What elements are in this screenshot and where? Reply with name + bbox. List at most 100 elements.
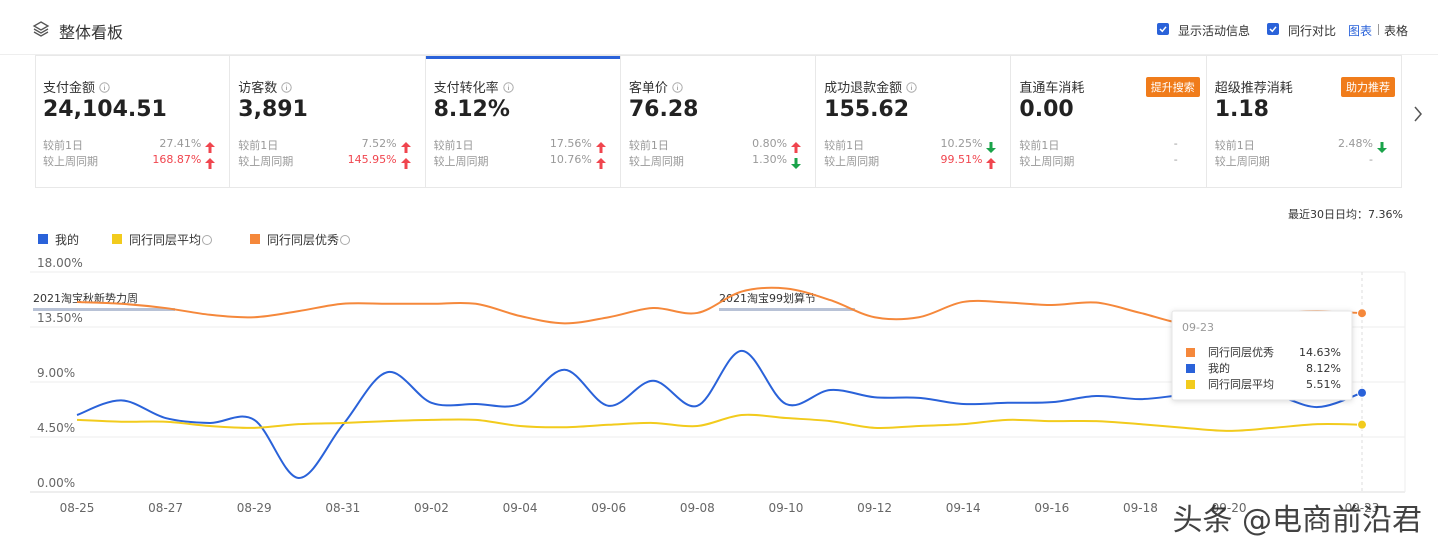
trend-arrow (791, 154, 802, 169)
compare-label: 较上周同期 (1019, 155, 1075, 168)
metric-card[interactable]: 访客数 3,891 较前1日 7.52% 较上周同期 145.95% (230, 55, 426, 188)
trend-arrow (205, 154, 216, 169)
y-tick-label: 18.00% (37, 256, 83, 270)
y-tick-label: 9.00% (37, 366, 75, 380)
compare-label: 较上周同期 (238, 155, 294, 168)
trend-arrow (205, 138, 216, 153)
trend-arrow (791, 138, 802, 153)
compare-value: 168.87% (152, 153, 202, 166)
compare-label: 较前1日 (1214, 139, 1255, 152)
trend-arrow (400, 138, 411, 153)
x-tick-label: 09-23 (1345, 501, 1380, 515)
tooltip-name: 我的 (1208, 361, 1230, 375)
tooltip-title: 09-23 (1182, 321, 1214, 334)
info-icon (202, 235, 213, 245)
y-tick-label: 13.50% (37, 311, 83, 325)
metric-title: 成功退款金额 (824, 77, 917, 96)
metric-value: 8.12% (433, 97, 510, 122)
metric-title: 支付金额 (43, 77, 110, 96)
tooltip-value: 5.51% (1306, 378, 1341, 391)
x-tick-label: 09-06 (591, 501, 626, 515)
x-tick-label: 09-08 (680, 501, 715, 515)
compare-label: 较前1日 (238, 139, 279, 152)
compare-value: - (1173, 137, 1178, 150)
metric-value: 24,104.51 (43, 97, 167, 122)
checkbox-label[interactable]: 同行对比 (1288, 24, 1337, 38)
x-tick-label: 09-20 (1212, 501, 1247, 515)
x-tick-label: 09-10 (769, 501, 804, 515)
metric-cards: 支付金额 24,104.51 较前1日 27.41% 较上周同期 168.87% 访客数 3,… (35, 0, 1402, 190)
compare-label: 较前1日 (628, 139, 669, 152)
compare-label: 较前1日 (43, 139, 83, 152)
tooltip-name: 同行同层优秀 (1208, 346, 1274, 359)
metric-value: 0.00 (1019, 97, 1074, 122)
metric-value: 155.62 (824, 97, 910, 122)
legend-swatch (38, 234, 48, 244)
end-point (1357, 387, 1367, 398)
metric-title: 支付转化率 (434, 77, 514, 96)
annotation-label: 2021淘宝99划算节 (719, 291, 816, 305)
metric-card[interactable]: 客单价 76.28 较前1日 0.80% 较上周同期 1.30% (621, 55, 817, 188)
legend-label: 同行同层平均 (129, 233, 201, 247)
compare-label: 较前1日 (433, 139, 474, 152)
checkbox-label[interactable]: 显示活动信息 (1178, 24, 1251, 38)
metric-badge[interactable]: 助力推荐 (1340, 77, 1395, 97)
compare-value: - (1173, 153, 1178, 166)
compare-value: 145.95% (347, 153, 397, 166)
separator (1378, 24, 1379, 35)
metric-card[interactable]: 支付金额 24,104.51 较前1日 27.41% 较上周同期 168.87% (35, 55, 231, 188)
x-tick-label: 09-02 (414, 501, 449, 515)
metric-title: 超级推荐消耗 (1214, 81, 1293, 96)
metric-badge[interactable]: 提升搜索 (1145, 77, 1200, 97)
metric-title: 访客数 (238, 77, 292, 96)
metric-card[interactable]: 超级推荐消耗 助力推荐 1.18 较前1日 2.48% 较上周同期 - (1207, 55, 1402, 188)
tooltip-swatch (1186, 348, 1195, 357)
compare-value: 10.76% (549, 153, 592, 166)
page-title: 整体看板 (59, 23, 124, 42)
tooltip-box (1171, 310, 1353, 401)
end-point (1357, 308, 1367, 319)
trend-arrow (595, 154, 606, 169)
x-tick-label: 09-12 (857, 501, 892, 515)
tooltip-value: 8.12% (1306, 362, 1341, 375)
checkbox[interactable] (1267, 23, 1279, 35)
divider (0, 54, 1438, 55)
x-tick-label: 09-16 (1034, 501, 1069, 515)
y-tick-label: 0.00% (37, 476, 75, 490)
checkbox[interactable] (1157, 23, 1169, 35)
metric-card[interactable]: 直通车消耗 提升搜索 0.00 较前1日 - 较上周同期 - (1011, 55, 1207, 188)
tooltip-name: 同行同层平均 (1208, 378, 1274, 391)
active-bar (425, 55, 620, 59)
x-tick-label: 08-31 (325, 501, 360, 515)
subtitle: 最近30日日均：7.36% (1288, 208, 1403, 221)
metric-card[interactable]: 成功退款金额 155.62 较前1日 10.25% 较上周同期 99.51% (816, 55, 1012, 188)
metric-title: 直通车消耗 (1019, 81, 1085, 96)
compare-label: 较上周同期 (1214, 155, 1270, 168)
layers-icon (32, 21, 50, 37)
end-point (1357, 419, 1367, 430)
next-arrow[interactable] (1411, 104, 1425, 124)
tooltip-swatch (1186, 380, 1195, 389)
view-tab[interactable]: 图表 (1348, 24, 1373, 38)
view-tab[interactable]: 表格 (1384, 24, 1409, 38)
compare-label: 较前1日 (824, 139, 865, 152)
compare-value: 10.25% (940, 137, 983, 150)
x-tick-label: 08-25 (60, 501, 95, 515)
watermark: 头条 @电商前沿君 (1172, 503, 1422, 538)
tooltip-swatch (1186, 364, 1195, 373)
metric-value: 3,891 (238, 97, 308, 122)
legend-swatch (112, 234, 122, 244)
compare-label: 较上周同期 (628, 155, 684, 168)
series-line (76, 286, 1363, 325)
compare-label: 较上周同期 (43, 155, 98, 168)
x-tick-label: 09-14 (946, 501, 981, 515)
x-tick-label: 08-29 (237, 501, 272, 515)
compare-label: 较上周同期 (824, 155, 880, 168)
metric-value: 76.28 (628, 97, 699, 122)
trend-arrow (1376, 138, 1387, 153)
metric-title: 客单价 (629, 77, 683, 96)
metric-card[interactable]: 支付转化率 8.12% 较前1日 17.56% 较上周同期 10.76% (425, 55, 621, 188)
